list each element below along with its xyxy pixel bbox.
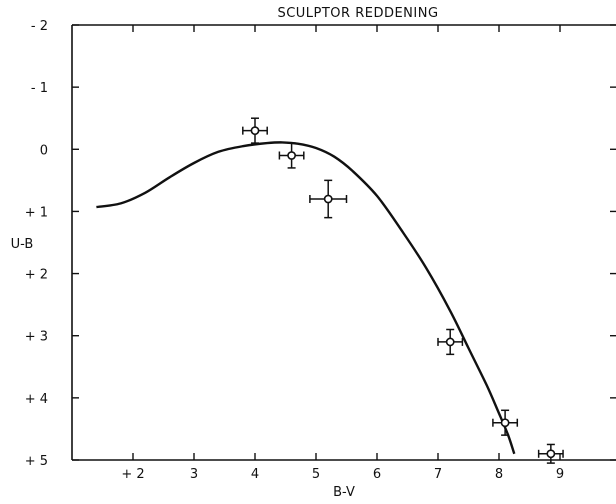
x-tick-label: + 2 — [121, 467, 144, 482]
data-point — [242, 117, 268, 144]
data-point-marker — [250, 126, 260, 136]
x-axis-label: B-V — [333, 485, 355, 500]
y-tick-label: + 4 — [25, 392, 48, 407]
y-tick-label: - 2 — [31, 19, 48, 34]
data-point-marker — [323, 194, 333, 204]
data-point — [278, 142, 305, 169]
data-point — [309, 179, 348, 219]
data-point — [437, 328, 464, 356]
x-tick-label: 7 — [434, 467, 442, 482]
y-tick-label: + 1 — [25, 205, 48, 220]
data-point — [537, 443, 564, 464]
x-tick-label: 8 — [495, 467, 503, 482]
data-point-marker — [500, 418, 510, 428]
x-tick-label: 9 — [556, 467, 564, 482]
y-tick-label: + 2 — [25, 268, 48, 283]
y-tick-label: + 5 — [25, 454, 48, 469]
data-point-marker — [546, 449, 556, 459]
y-tick-label: - 1 — [31, 81, 48, 96]
reddening-curve-line — [96, 141, 516, 455]
data-point-marker — [445, 337, 455, 347]
tick-marks — [72, 24, 616, 461]
data-points — [242, 117, 564, 464]
y-tick-label: 0 — [40, 143, 48, 158]
x-tick-label: 3 — [190, 467, 198, 482]
y-tick-label: + 3 — [25, 330, 48, 345]
tick-labels: + 2 3 4 5 6 7 8 9 - 2 - 1 0 + 1 + 2 + 3 + 4 + 5 — [25, 19, 564, 482]
x-tick-label: 5 — [312, 467, 320, 482]
x-tick-label: 6 — [373, 467, 381, 482]
data-point-marker — [287, 151, 296, 160]
data-point — [492, 409, 519, 436]
y-axis-label: U-B — [11, 237, 34, 252]
model-curve — [96, 141, 516, 455]
x-tick-label: 4 — [251, 467, 259, 482]
chart-title: SCULPTOR REDDENING — [277, 6, 438, 21]
